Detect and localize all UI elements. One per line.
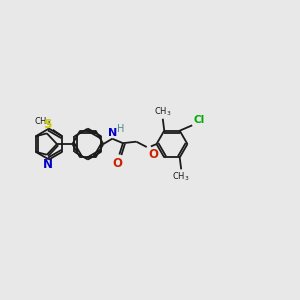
Text: O: O [148, 148, 158, 161]
Text: CH$_3$: CH$_3$ [154, 105, 172, 118]
Text: Cl: Cl [194, 115, 205, 125]
Text: N: N [43, 158, 53, 171]
Text: H: H [117, 124, 125, 134]
Text: O: O [112, 157, 123, 170]
Text: CH$_3$: CH$_3$ [34, 116, 51, 128]
Text: S: S [43, 118, 52, 131]
Text: N: N [108, 128, 117, 137]
Text: CH$_3$: CH$_3$ [172, 170, 190, 183]
